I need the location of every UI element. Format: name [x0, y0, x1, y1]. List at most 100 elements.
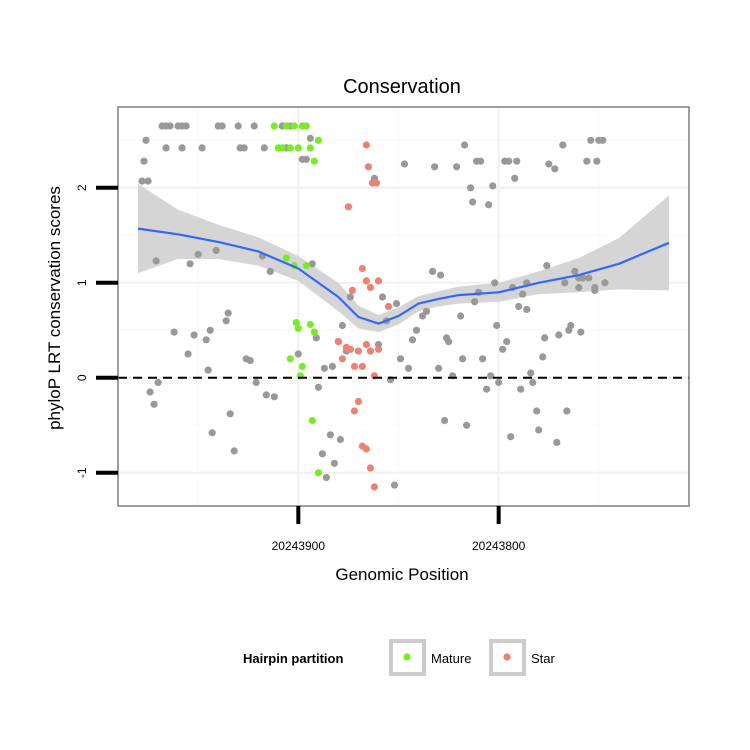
- y-tick-label: 2: [75, 184, 89, 191]
- data-point-other: [212, 246, 220, 254]
- data-point-star: [366, 283, 374, 292]
- data-point-other: [551, 165, 559, 173]
- data-point-other: [571, 267, 579, 275]
- data-point-other: [378, 293, 387, 301]
- data-point-other: [505, 157, 513, 165]
- legend-marker-mature: [403, 653, 411, 661]
- data-point-mature: [282, 122, 290, 130]
- data-point-other: [320, 364, 328, 372]
- data-point-other: [583, 157, 591, 165]
- data-point-other: [418, 312, 427, 320]
- data-point-other: [270, 393, 278, 401]
- confidence-ribbon: [138, 183, 669, 333]
- data-point-other: [561, 279, 569, 287]
- data-point-other: [198, 144, 206, 152]
- data-point-star: [354, 397, 362, 406]
- x-tick-label: 20243800: [472, 539, 526, 553]
- data-point-other: [459, 355, 467, 363]
- data-point-other: [559, 141, 567, 149]
- y-tick-label: -1: [75, 467, 89, 478]
- data-point-other: [553, 438, 561, 446]
- data-point-other: [555, 331, 563, 339]
- data-point-star: [348, 286, 356, 294]
- data-point-other: [152, 257, 160, 265]
- data-point-other: [338, 321, 346, 330]
- data-point-other: [527, 369, 535, 377]
- data-point-mature: [294, 144, 302, 152]
- data-point-other: [294, 350, 302, 358]
- data-point-other: [445, 338, 453, 346]
- data-point-other: [182, 122, 190, 130]
- x-tick-label: 20243900: [272, 539, 326, 553]
- data-point-star: [366, 347, 374, 355]
- data-point-star: [344, 203, 352, 211]
- data-point-other: [204, 366, 212, 374]
- data-point-other: [262, 391, 270, 399]
- data-point-star: [350, 407, 358, 415]
- data-point-mature: [302, 122, 310, 130]
- y-tick-label: 1: [75, 279, 89, 286]
- data-point-star: [338, 355, 346, 363]
- data-point-star: [372, 179, 381, 187]
- data-point-other: [457, 312, 465, 320]
- data-point-mature: [314, 469, 322, 477]
- y-axis-title: phyloP LRT conservation scores: [45, 186, 64, 430]
- x-axis-ticks: 20243900 20243800: [272, 506, 526, 553]
- data-point-star: [364, 163, 372, 171]
- data-point-other: [535, 426, 543, 434]
- data-point-star: [384, 302, 393, 311]
- data-point-mature: [286, 144, 294, 152]
- data-point-other: [138, 177, 146, 185]
- data-point-other: [495, 378, 503, 387]
- data-point-other: [226, 410, 234, 418]
- data-point-other: [240, 144, 248, 152]
- data-point-star: [362, 277, 370, 285]
- data-point-other: [194, 250, 202, 258]
- data-point-other: [404, 364, 413, 372]
- data-point-other: [499, 345, 507, 353]
- data-point-other: [184, 350, 192, 358]
- data-point-mature: [302, 262, 310, 270]
- data-point-other: [599, 136, 607, 144]
- data-point-other: [513, 157, 521, 165]
- data-point-other: [575, 283, 583, 292]
- data-point-other: [533, 407, 541, 415]
- data-point-other: [467, 184, 475, 192]
- data-point-other: [485, 201, 493, 209]
- confidence-band: [138, 183, 669, 333]
- data-point-star: [374, 345, 383, 353]
- data-point-other: [529, 378, 537, 387]
- data-point-other: [330, 459, 338, 467]
- legend-label-star: Star: [531, 651, 556, 666]
- data-point-other: [322, 473, 330, 482]
- data-point-star: [362, 340, 370, 349]
- data-point-other: [144, 177, 152, 185]
- data-point-other: [312, 334, 320, 342]
- data-point-other: [429, 267, 437, 275]
- data-point-other: [166, 122, 174, 130]
- data-point-other: [178, 144, 186, 152]
- data-point-star: [374, 277, 383, 285]
- data-point-other: [208, 429, 216, 437]
- data-point-other: [260, 144, 268, 152]
- data-point-mature: [286, 355, 294, 363]
- data-point-other: [489, 182, 497, 190]
- data-point-other: [507, 433, 515, 441]
- data-point-other: [146, 388, 154, 396]
- data-point-mature: [314, 136, 322, 144]
- data-point-other: [314, 383, 322, 391]
- data-point-other: [250, 122, 258, 130]
- data-point-other: [587, 136, 595, 144]
- data-point-other: [400, 160, 409, 168]
- chart-title: Conservation: [343, 76, 461, 98]
- data-point-other: [234, 122, 242, 130]
- data-point-other: [306, 134, 314, 142]
- data-point-mature: [282, 254, 290, 262]
- x-axis-title: Genomic Position: [335, 565, 468, 584]
- data-point-other: [477, 157, 485, 165]
- legend-title: Hairpin partition: [243, 651, 343, 666]
- legend: Hairpin partition Mature Star: [243, 639, 556, 676]
- data-point-other: [453, 163, 461, 171]
- data-point-other: [541, 334, 549, 342]
